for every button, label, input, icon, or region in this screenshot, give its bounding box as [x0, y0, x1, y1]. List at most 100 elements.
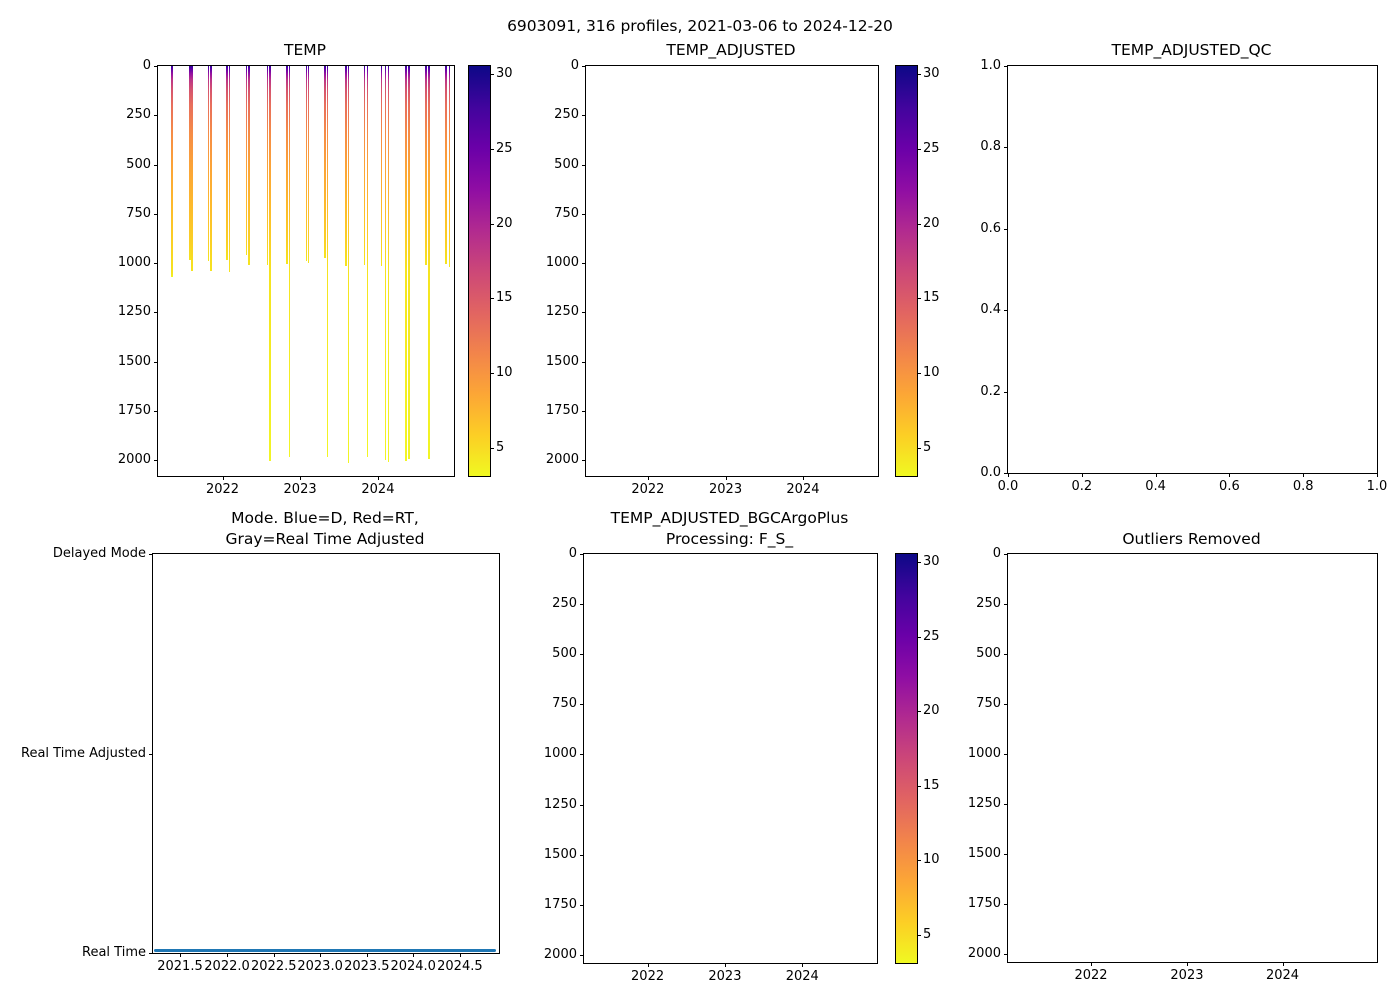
y-tick-label: 2000 — [117, 452, 151, 468]
y-tick-label: 750 — [552, 696, 577, 712]
y-tick-label: 1750 — [543, 896, 577, 912]
y-tick-mark — [1004, 654, 1008, 655]
temp-profile-stripe — [307, 66, 310, 264]
outliers-title: Outliers Removed — [1122, 530, 1261, 548]
y-tick-mark — [1004, 391, 1008, 393]
x-tick-mark — [1091, 962, 1093, 966]
temp-profile-stripe — [448, 66, 451, 268]
colorbar-tick-label: 20 — [496, 215, 513, 231]
x-tick-mark — [273, 953, 275, 957]
y-tick-mark — [154, 312, 158, 314]
x-tick-label: 2023.5 — [344, 959, 390, 974]
y-tick-label: 0 — [142, 58, 151, 73]
figure-title: 6903091, 316 profiles, 2021-03-06 to 202… — [507, 17, 893, 35]
x-tick-label: 2024 — [361, 482, 395, 497]
y-tick-label: 1250 — [545, 304, 579, 320]
x-tick-mark — [1186, 962, 1188, 966]
x-tick-mark — [227, 953, 229, 957]
temp-profile-stripe — [345, 66, 347, 267]
colorbar-tick-label: 10 — [923, 365, 940, 381]
y-tick-mark — [154, 164, 158, 166]
bgc-title-line1: TEMP_ADJUSTED_BGCArgoPlus — [610, 509, 849, 527]
colorbar-tick-mark — [917, 149, 921, 151]
x-tick-mark — [1081, 473, 1083, 477]
x-tick-mark — [1155, 473, 1157, 477]
y-tick-label: 1250 — [117, 304, 151, 320]
x-tick-label: 2022.0 — [204, 959, 250, 974]
x-tick-label: 2023 — [709, 482, 743, 497]
x-tick-label: 2023 — [708, 969, 742, 984]
colorbar-tick-mark — [917, 74, 921, 76]
x-tick-label: 2023 — [283, 482, 317, 497]
colorbar-tick-mark — [490, 373, 494, 375]
y-tick-mark — [154, 115, 158, 117]
x-tick-label: 0.6 — [1219, 479, 1240, 494]
y-tick-mark — [154, 66, 158, 67]
x-tick-mark — [1377, 473, 1378, 477]
colorbar-tick-label: 30 — [496, 66, 513, 82]
y-tick-label: Real Time — [82, 945, 146, 960]
temp-profile-stripe — [210, 66, 212, 271]
y-tick-label: 1500 — [117, 353, 151, 369]
temp-profile-stripe — [387, 66, 390, 463]
outliers-plot-area: 2022 2023 2024 0 250 500 750 1000 1250 1500 1750 20… — [968, 546, 1378, 983]
colorbar-tick-mark — [490, 298, 494, 300]
temp-profile-stripe — [363, 66, 366, 266]
colorbar-tick-mark — [917, 373, 921, 375]
temp-profile-stripe — [405, 66, 407, 462]
y-tick-mark — [580, 854, 584, 856]
x-tick-label: 2024 — [785, 969, 819, 984]
y-tick-label: Delayed Mode — [52, 546, 146, 561]
y-tick-label: 1000 — [117, 255, 151, 271]
y-tick-mark — [154, 263, 158, 265]
temp-profile-stripe — [266, 66, 269, 266]
colorbar-tick-mark — [490, 74, 494, 76]
mode-title: Mode. Blue=D, Red=RT, Gray=Real Time Adj… — [152, 508, 498, 550]
x-tick-label: 1.0 — [1366, 479, 1388, 494]
y-tick-label: 1500 — [543, 846, 577, 862]
x-tick-mark — [725, 476, 727, 480]
colorbar-tick-label: 10 — [923, 852, 940, 868]
colorbar-tick-label: 20 — [923, 215, 940, 231]
y-tick-mark — [1004, 854, 1008, 855]
colorbar-tick-mark — [917, 298, 921, 300]
x-tick-label: 2021.5 — [157, 959, 203, 974]
y-tick-label: 250 — [554, 107, 579, 123]
y-tick-label: 0 — [570, 58, 579, 73]
y-tick-mark — [1004, 147, 1008, 149]
y-tick-mark — [582, 410, 586, 412]
y-tick-label: 1000 — [543, 746, 577, 762]
temp-profile-stripe — [171, 66, 173, 277]
x-tick-label: 2022 — [631, 969, 665, 984]
x-tick-mark — [802, 476, 804, 480]
y-tick-mark — [580, 654, 584, 656]
y-tick-mark — [582, 312, 586, 314]
y-tick-label: 1250 — [967, 795, 1001, 811]
colorbar-tick-mark — [917, 711, 921, 713]
colorbar-tick-mark — [490, 149, 494, 151]
y-tick-mark — [582, 361, 586, 363]
x-tick-mark — [724, 963, 726, 967]
x-tick-label: 2024 — [1265, 968, 1300, 983]
colorbar-tick-label: 15 — [923, 777, 940, 793]
temp-profile-stripe — [305, 66, 308, 262]
temp-colorbar: 30 25 20 15 10 5 — [468, 65, 513, 477]
colorbar-tick-label: 5 — [923, 926, 932, 942]
y-tick-label: 1000 — [545, 255, 579, 271]
y-tick-label: 250 — [976, 595, 1001, 611]
colorbar-tick-label: 5 — [923, 439, 932, 455]
y-tick-mark — [1004, 228, 1008, 230]
x-tick-mark — [222, 476, 224, 480]
x-tick-mark — [647, 476, 649, 480]
temp-adjusted-qc-title: TEMP_ADJUSTED_QC — [1111, 41, 1272, 59]
y-tick-mark — [582, 66, 586, 67]
x-tick-label: 2022 — [205, 482, 240, 497]
y-tick-label: 750 — [554, 205, 579, 221]
colorbar-tick-label: 25 — [923, 141, 940, 157]
colorbar-tick-mark — [490, 223, 494, 225]
colorbar-tick-mark — [490, 447, 494, 449]
y-tick-mark — [582, 460, 586, 462]
y-tick-mark — [1004, 66, 1008, 67]
y-tick-mark — [154, 460, 158, 462]
